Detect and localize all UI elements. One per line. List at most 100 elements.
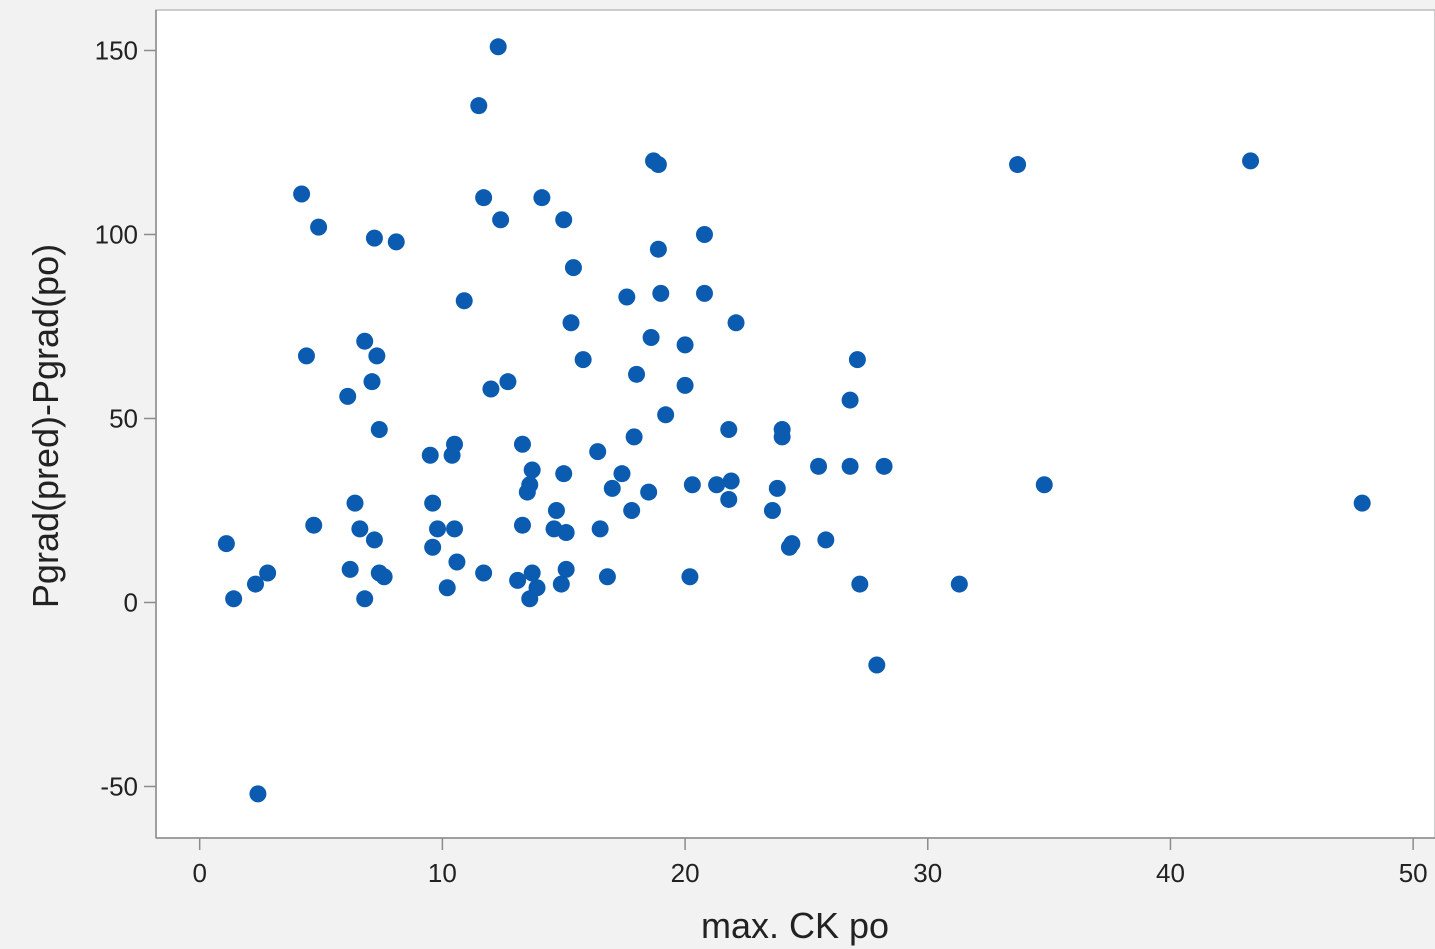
y-axis-ticks: -50 0 50 100 150: [95, 35, 156, 801]
data-point: [555, 211, 573, 229]
data-point: [875, 457, 893, 475]
data-point: [817, 531, 835, 549]
data-point: [421, 446, 439, 464]
data-point: [628, 365, 646, 383]
data-points: [217, 38, 1371, 803]
data-point: [649, 156, 667, 174]
data-point: [225, 590, 243, 608]
data-point: [424, 494, 442, 512]
x-axis-ticks: 0 10 20 30 40 50: [192, 838, 1428, 888]
data-point: [387, 233, 405, 251]
data-point: [513, 435, 531, 453]
data-point: [523, 564, 541, 582]
data-point: [681, 568, 699, 586]
data-point: [727, 314, 745, 332]
data-point: [492, 211, 510, 229]
data-point: [247, 575, 265, 593]
data-point: [370, 421, 388, 439]
data-point: [868, 656, 886, 674]
x-tick-label: 50: [1399, 858, 1428, 888]
x-tick-label: 40: [1156, 858, 1185, 888]
data-point: [603, 479, 621, 497]
data-point: [499, 373, 517, 391]
data-point: [368, 347, 386, 365]
data-point: [249, 785, 267, 803]
data-point: [455, 292, 473, 310]
y-tick-label: -50: [100, 771, 138, 801]
y-tick-label: 100: [95, 219, 138, 249]
data-point: [695, 225, 713, 243]
data-point: [305, 516, 323, 534]
data-point: [783, 535, 801, 553]
x-tick-label: 20: [671, 858, 700, 888]
data-point: [424, 538, 442, 556]
data-point: [365, 531, 383, 549]
data-point: [1009, 156, 1027, 174]
data-point: [564, 259, 582, 277]
data-point: [448, 553, 466, 571]
x-tick-label: 30: [913, 858, 942, 888]
data-point: [297, 347, 315, 365]
y-tick-label: 50: [109, 403, 138, 433]
data-point: [293, 185, 311, 203]
data-point: [482, 380, 500, 398]
data-point: [1242, 152, 1260, 170]
data-point: [598, 568, 616, 586]
data-point: [475, 189, 493, 207]
x-axis-title: max. CK po: [701, 905, 889, 946]
data-point: [365, 229, 383, 247]
y-tick-label: 150: [95, 35, 138, 65]
data-point: [356, 590, 374, 608]
data-point: [341, 560, 359, 578]
data-point: [562, 314, 580, 332]
x-tick-label: 0: [192, 858, 206, 888]
data-point: [623, 501, 641, 519]
data-point: [695, 284, 713, 302]
data-point: [720, 421, 738, 439]
data-point: [618, 288, 636, 306]
data-point: [470, 97, 488, 115]
data-point: [773, 428, 791, 446]
data-point: [625, 428, 643, 446]
data-point: [950, 575, 968, 593]
data-point: [528, 579, 546, 597]
data-point: [768, 479, 786, 497]
data-point: [810, 457, 828, 475]
x-tick-label: 10: [428, 858, 457, 888]
data-point: [642, 329, 660, 347]
data-point: [446, 435, 464, 453]
data-point: [438, 579, 456, 597]
plot-area: [155, 9, 1435, 839]
data-point: [533, 189, 551, 207]
data-point: [676, 336, 694, 354]
data-point: [720, 490, 738, 508]
data-point: [339, 387, 357, 405]
data-point: [1353, 494, 1371, 512]
data-point: [657, 406, 675, 424]
data-point: [509, 571, 527, 589]
data-point: [429, 520, 447, 538]
data-point: [489, 38, 507, 56]
data-point: [676, 376, 694, 394]
data-point: [375, 568, 393, 586]
data-point: [513, 516, 531, 534]
data-point: [557, 560, 575, 578]
data-point: [310, 218, 328, 236]
data-point: [446, 520, 464, 538]
data-point: [851, 575, 869, 593]
data-point: [217, 535, 235, 553]
data-point: [841, 391, 859, 409]
data-point: [589, 443, 607, 461]
data-point: [351, 520, 369, 538]
data-point: [708, 476, 726, 494]
data-point: [640, 483, 658, 501]
y-axis-title: Pgrad(pred)-Pgrad(po): [25, 244, 66, 608]
data-point: [346, 494, 364, 512]
data-point: [547, 501, 565, 519]
data-point: [363, 373, 381, 391]
data-point: [722, 472, 740, 490]
data-point: [649, 240, 667, 258]
data-point: [841, 457, 859, 475]
